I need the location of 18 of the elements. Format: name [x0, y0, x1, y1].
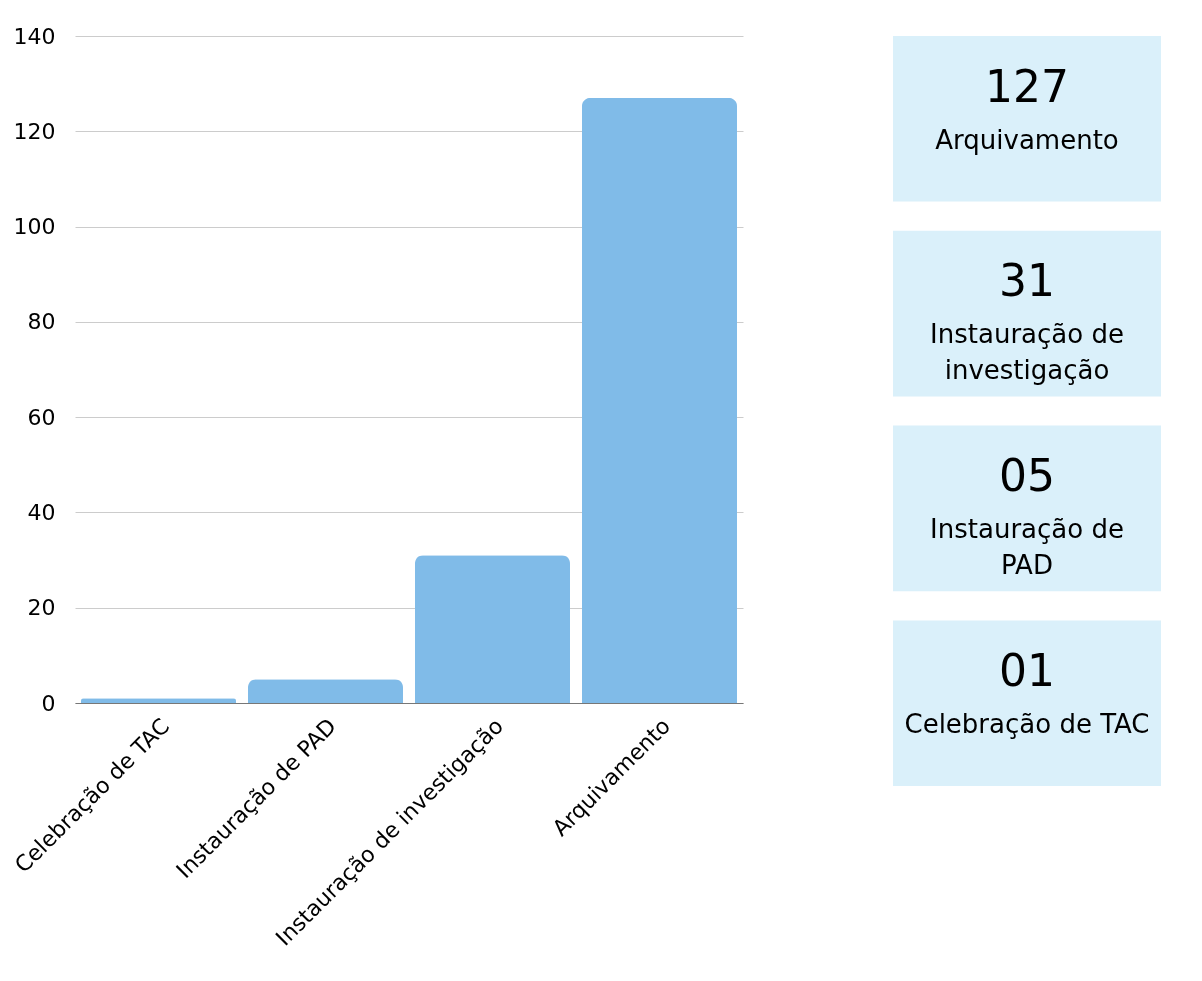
- y-tick-label: 60: [27, 404, 56, 430]
- text: 127: [985, 60, 1069, 112]
- bar: [415, 555, 570, 703]
- bar: [582, 97, 737, 703]
- y-tick-label: 80: [27, 309, 56, 335]
- y-tick-label: 0: [41, 690, 56, 716]
- y-tick-label: 140: [13, 23, 56, 49]
- text: Instauração de investigação: [930, 319, 1124, 386]
- text: Instauração de PAD: [930, 514, 1124, 581]
- text: 31: [999, 255, 1055, 307]
- text: Arquivamento: [935, 124, 1119, 155]
- bar: [248, 679, 403, 703]
- y-tick-label: 20: [27, 595, 56, 621]
- text: 01: [999, 645, 1055, 697]
- text: 05: [999, 450, 1055, 502]
- y-tick-label: 40: [27, 499, 56, 525]
- y-tick-label: 100: [13, 214, 56, 240]
- y-tick-label: 120: [13, 118, 56, 144]
